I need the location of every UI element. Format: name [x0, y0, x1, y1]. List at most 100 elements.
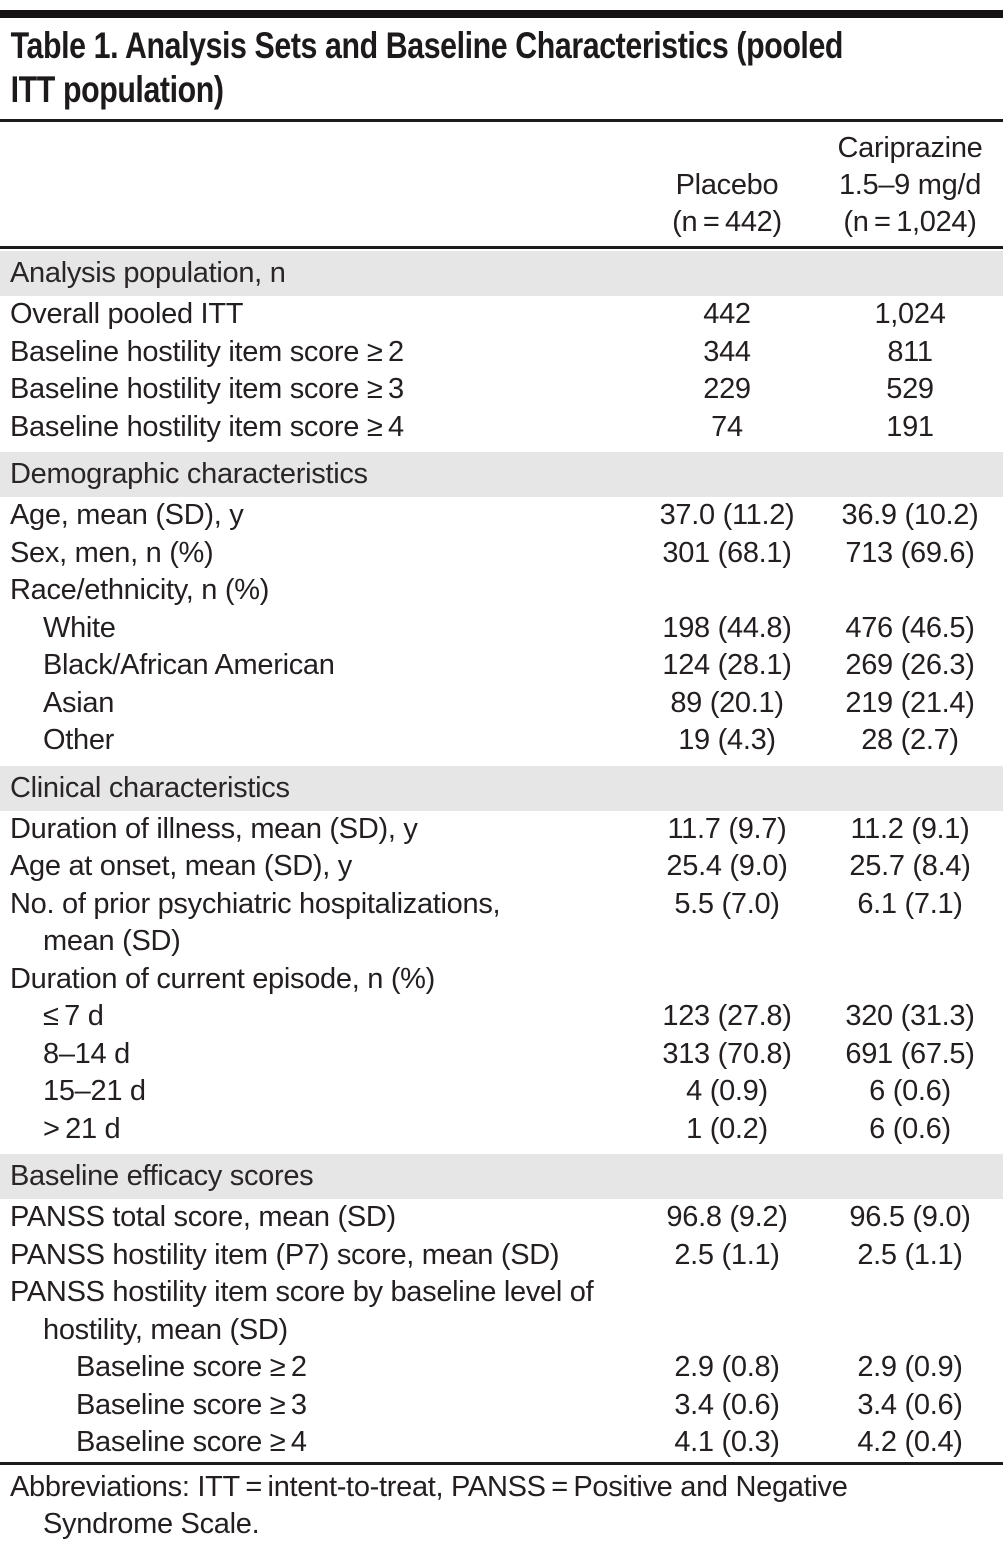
cell-placebo: 344: [703, 335, 751, 368]
cell-placebo: 19 (4.3): [678, 724, 776, 756]
row-label: Other: [43, 724, 115, 756]
table-row: No. of prior psychiatric hospitalization…: [0, 886, 1003, 961]
top-black-bar: [0, 10, 1003, 18]
cell-placebo: 123 (27.8): [662, 1000, 792, 1032]
abbreviations-note: Abbreviations: ITT = intent-to-treat, PA…: [10, 1470, 848, 1541]
section-header: Baseline efficacy scores: [0, 1154, 1003, 1199]
table-row: Age, mean (SD), y 37.0 (11.2) 36.9 (10.2): [0, 497, 1003, 535]
cell-cariprazine: 1,024: [874, 298, 946, 330]
row-label: Baseline score ≥ 4: [76, 1426, 307, 1458]
title-divider-rule: [0, 119, 1003, 122]
cell-cariprazine: 219 (21.4): [845, 686, 975, 719]
table-row: Overall pooled ITT 442 1,024: [0, 296, 1003, 334]
row-label: Duration of illness, mean (SD), y: [10, 812, 418, 845]
table-row: Duration of current episode, n (%): [0, 961, 1003, 999]
row-label: Black/African American: [43, 649, 335, 681]
cell-placebo: 442: [703, 298, 751, 330]
footnote-divider-rule: [0, 1461, 1003, 1465]
row-label: Sex, men, n (%): [10, 536, 214, 569]
table-row: Black/African American 124 (28.1) 269 (26.…: [0, 647, 1003, 685]
section-header-label: Analysis population, n: [10, 257, 286, 289]
table-row: Baseline hostility item score ≥ 4 74 191: [0, 409, 1003, 447]
table-row: Baseline hostility item score ≥ 3 229 529: [0, 371, 1003, 409]
cell-placebo: 301 (68.1): [662, 536, 792, 569]
table-row: Baseline score ≥ 3 3.4 (0.6) 3.4 (0.6): [0, 1387, 1003, 1425]
cell-cariprazine: 4.2 (0.4): [857, 1426, 963, 1458]
table-row: ≤ 7 d 123 (27.8) 320 (31.3): [0, 998, 1003, 1036]
cell-placebo: 2.5 (1.1): [674, 1238, 780, 1271]
row-label: Duration of current episode, n (%): [10, 962, 436, 995]
cell-cariprazine: 36.9 (10.2): [841, 499, 979, 531]
row-label: 8–14 d: [43, 1037, 130, 1070]
cell-placebo: 11.7 (9.7): [667, 812, 787, 845]
row-label: PANSS hostility item (P7) score, mean (S…: [10, 1238, 560, 1271]
row-label: PANSS total score, mean (SD): [10, 1201, 396, 1233]
table-row: Age at onset, mean (SD), y 25.4 (9.0) 25.7…: [0, 848, 1003, 886]
row-label: Age, mean (SD), y: [10, 499, 244, 531]
row-label: Baseline score ≥ 3: [76, 1388, 307, 1421]
cell-cariprazine: 191: [886, 410, 934, 443]
cell-cariprazine: 6 (0.6): [869, 1075, 951, 1107]
table-row: Baseline score ≥ 4 4.1 (0.3) 4.2 (0.4): [0, 1424, 1003, 1462]
row-label: Baseline hostility item score ≥ 4: [10, 410, 404, 443]
table-row: Asian 89 (20.1) 219 (21.4): [0, 685, 1003, 723]
section-header-label: Demographic characteristics: [10, 458, 368, 490]
cell-cariprazine: 3.4 (0.6): [857, 1388, 963, 1421]
column-header-row: Placebo (n = 442) Cariprazine 1.5–9 mg/d…: [0, 122, 1003, 246]
cell-placebo: 313 (70.8): [662, 1037, 792, 1070]
table-row: Baseline score ≥ 2 2.9 (0.8) 2.9 (0.9): [0, 1349, 1003, 1387]
cell-cariprazine: 6 (0.6): [869, 1112, 951, 1145]
cell-placebo: 74: [711, 410, 743, 443]
cell-placebo: 37.0 (11.2): [659, 499, 795, 531]
cell-placebo: 5.5 (7.0): [674, 887, 780, 920]
table-row: 15–21 d 4 (0.9) 6 (0.6): [0, 1073, 1003, 1111]
section-header: Analysis population, n: [0, 251, 1003, 296]
row-label: Baseline score ≥ 2: [76, 1351, 307, 1383]
row-label: PANSS hostility item score by baseline l…: [10, 1276, 594, 1346]
table-row: PANSS hostility item (P7) score, mean (S…: [0, 1237, 1003, 1275]
section-header: Clinical characteristics: [0, 765, 1003, 811]
cell-placebo: 3.4 (0.6): [674, 1388, 780, 1421]
table-row: 8–14 d 313 (70.8) 691 (67.5): [0, 1036, 1003, 1074]
cell-cariprazine: 691 (67.5): [845, 1037, 975, 1070]
table-row: White 198 (44.8) 476 (46.5): [0, 610, 1003, 648]
column-header-cariprazine: Cariprazine 1.5–9 mg/d (n = 1,024): [837, 132, 983, 238]
cell-placebo: 198 (44.8): [662, 611, 792, 644]
table-row: > 21 d 1 (0.2) 6 (0.6): [0, 1111, 1003, 1149]
cell-placebo: 4.1 (0.3): [674, 1426, 780, 1458]
row-label: > 21 d: [43, 1112, 121, 1145]
row-label: Baseline hostility item score ≥ 3: [10, 373, 404, 405]
table-row: Baseline hostility item score ≥ 2 344 811: [0, 334, 1003, 372]
cell-placebo: 4 (0.9): [686, 1075, 768, 1107]
table-row: PANSS hostility item score by baseline l…: [0, 1274, 1003, 1349]
table-row: Duration of illness, mean (SD), y 11.7 (9…: [0, 811, 1003, 849]
row-label: No. of prior psychiatric hospitalization…: [10, 887, 501, 958]
cell-placebo: 96.8 (9.2): [666, 1201, 788, 1233]
cell-cariprazine: 11.2 (9.1): [850, 812, 970, 845]
cell-cariprazine: 2.9 (0.9): [857, 1351, 963, 1383]
row-label: Age at onset, mean (SD), y: [10, 850, 352, 882]
row-label: 15–21 d: [43, 1075, 146, 1107]
table-row: Other 19 (4.3) 28 (2.7): [0, 722, 1003, 760]
cell-cariprazine: 2.5 (1.1): [857, 1238, 963, 1271]
cell-cariprazine: 529: [886, 373, 934, 405]
table-title: Table 1. Analysis Sets and Baseline Char…: [10, 25, 844, 110]
row-label: White: [43, 611, 116, 644]
table-row: Race/ethnicity, n (%): [0, 572, 1003, 610]
cell-cariprazine: 269 (26.3): [845, 649, 975, 681]
row-label: ≤ 7 d: [43, 1000, 104, 1032]
section-header-label: Baseline efficacy scores: [10, 1160, 314, 1192]
cell-placebo: 1 (0.2): [686, 1112, 768, 1145]
cell-cariprazine: 713 (69.6): [845, 536, 975, 569]
cell-cariprazine: 6.1 (7.1): [857, 887, 963, 920]
row-label: Asian: [43, 686, 115, 719]
cell-placebo: 124 (28.1): [662, 649, 792, 681]
section-header-label: Clinical characteristics: [10, 771, 290, 804]
table-row: PANSS total score, mean (SD) 96.8 (9.2) 96…: [0, 1199, 1003, 1237]
cell-cariprazine: 28 (2.7): [861, 724, 959, 756]
row-label: Race/ethnicity, n (%): [10, 574, 270, 606]
cell-placebo: 2.9 (0.8): [674, 1351, 780, 1383]
row-label: Baseline hostility item score ≥ 2: [10, 335, 404, 368]
cell-cariprazine: 96.5 (9.0): [849, 1201, 971, 1233]
